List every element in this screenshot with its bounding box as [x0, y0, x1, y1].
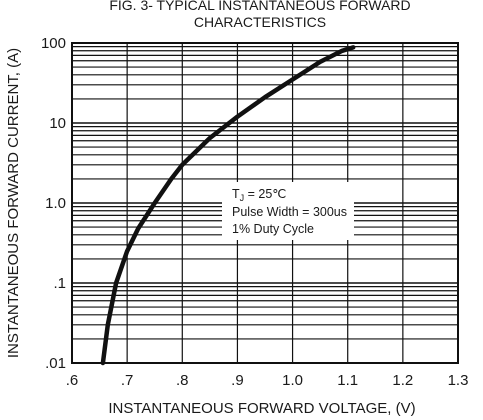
tick-labels: .6 .7 .8 .9 1.0 1.1 1.2 1.3 .01 .1 1.0 10 100	[41, 35, 468, 389]
x-tick-label: .9	[231, 372, 244, 389]
series-line	[100, 45, 356, 366]
x-tick-label: 1.1	[337, 372, 358, 389]
x-tick-label: .7	[121, 372, 134, 389]
x-tick-label: .6	[66, 372, 79, 389]
x-tick-label: 1.2	[392, 372, 413, 389]
y-axis-label: INSTANTANEOUS FORWARD CURRENT, (A)	[5, 48, 22, 358]
y-tick-label: 10	[49, 115, 66, 132]
annotation-box	[222, 182, 354, 240]
y-tick-label: .01	[45, 355, 66, 372]
annotation-duty-cycle: 1% Duty Cycle	[232, 222, 314, 236]
annotation-tj: TJ = 25℃	[232, 187, 286, 203]
x-tick-label: 1.3	[448, 372, 469, 389]
y-tick-label: .1	[53, 275, 66, 292]
y-tick-label: 1.0	[45, 195, 66, 212]
x-axis-label: INSTANTANEOUS FORWARD VOLTAGE, (V)	[108, 400, 415, 417]
x-tick-label: .8	[176, 372, 189, 389]
annotation-pulse-width: Pulse Width = 300us	[232, 205, 347, 219]
chart-title-line2: CHARACTERISTICS	[194, 14, 326, 30]
x-tick-label: 1.0	[282, 372, 303, 389]
y-tick-label: 100	[41, 35, 66, 52]
chart-title-line1: FIG. 3- TYPICAL INSTANTANEOUS FORWARD	[109, 0, 410, 13]
